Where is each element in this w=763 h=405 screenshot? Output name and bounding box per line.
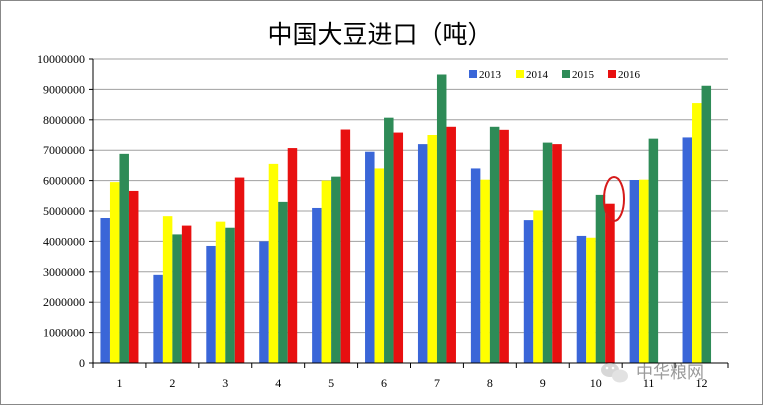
y-tick-label: 8000000	[43, 113, 85, 127]
y-tick-label: 9000000	[43, 82, 85, 96]
y-tick-label: 5000000	[43, 204, 85, 218]
bar-2016-2	[181, 225, 192, 363]
x-tick-label: 7	[434, 376, 440, 390]
bar-2016-10	[605, 203, 615, 363]
bar-2014-12	[692, 103, 702, 363]
x-tick-label: 4	[275, 376, 281, 390]
bar-2013-6	[365, 151, 375, 363]
bar-2016-1	[128, 190, 139, 363]
bar-2014-4	[268, 163, 279, 363]
legend-label-2013: 2013	[479, 69, 502, 81]
bar-2016-4	[287, 148, 298, 363]
wechat-icon	[601, 363, 628, 383]
watermark-text: 中华粮网	[636, 363, 704, 383]
bar-2016-7	[446, 126, 456, 364]
x-tick-label: 6	[381, 376, 387, 390]
bar-2015-10	[595, 194, 606, 363]
bar-2016-9	[552, 144, 562, 363]
chart-title: 中国大豆进口（吨）	[267, 20, 492, 49]
bar-2015-8	[489, 126, 500, 364]
bars	[100, 74, 712, 364]
bar-2016-6	[393, 132, 404, 363]
legend-label-2014: 2014	[526, 69, 549, 81]
bar-2013-1	[100, 217, 110, 363]
bar-2014-6	[374, 168, 385, 363]
bar-2015-7	[436, 74, 447, 363]
bar-2016-5	[340, 129, 351, 363]
bar-2014-8	[480, 179, 490, 363]
y-tick-label: 10000000	[37, 52, 85, 66]
bar-2015-9	[542, 142, 553, 363]
bar-2013-2	[153, 274, 163, 363]
x-tick-label: 2	[169, 376, 175, 390]
bar-2013-10	[576, 235, 587, 363]
x-tick-label: 9	[540, 376, 546, 390]
bar-2014-5	[321, 180, 332, 363]
bar-2014-2	[162, 216, 173, 363]
highlight-circle	[603, 176, 625, 222]
bar-2014-3	[215, 221, 226, 363]
bar-2013-4	[259, 241, 269, 363]
bar-2015-11	[648, 138, 659, 363]
bar-2013-5	[312, 207, 322, 363]
legend-swatch-2015	[562, 70, 570, 78]
y-axis-ticks: 0 1000000 2000000 3000000 4000000 5000000 6000…	[37, 52, 85, 370]
bar-2015-5	[331, 176, 341, 363]
bar-2013-8	[470, 168, 481, 363]
bar-2015-3	[225, 227, 235, 363]
bar-2015-12	[701, 85, 712, 363]
legend-label-2015: 2015	[572, 69, 595, 81]
x-tick-label: 3	[222, 376, 228, 390]
bar-2014-11	[639, 179, 649, 363]
bar-2014-10	[586, 237, 596, 363]
bar-2015-1	[119, 153, 129, 363]
bar-2013-9	[523, 220, 534, 363]
y-tick-label: 0	[79, 356, 85, 370]
bar-2013-11	[629, 179, 640, 363]
bar-2014-1	[109, 182, 120, 363]
bar-2016-8	[499, 129, 509, 363]
bar-2015-2	[172, 234, 182, 363]
gridlines	[93, 58, 728, 334]
bar-2015-6	[384, 117, 394, 363]
x-tick-label: 8	[487, 376, 493, 390]
legend: 2013 2014 2015 2016	[469, 69, 641, 81]
bar-2016-3	[234, 177, 245, 363]
legend-swatch-2016	[608, 70, 616, 78]
y-tick-label: 6000000	[43, 174, 85, 188]
bar-2014-9	[533, 210, 543, 363]
y-tick-label: 3000000	[43, 265, 85, 279]
x-tick-label: 11	[643, 376, 655, 390]
bar-2014-7	[427, 135, 437, 363]
bar-2013-12	[682, 137, 693, 363]
legend-label-2016: 2016	[618, 69, 641, 81]
x-tick-label: 10	[590, 376, 602, 390]
legend-swatch-2013	[469, 70, 477, 78]
x-tick-label: 1	[116, 376, 122, 390]
y-tick-label: 7000000	[43, 143, 85, 157]
y-tick-label: 2000000	[43, 295, 85, 309]
x-tick-label: 12	[696, 376, 708, 390]
x-axis-ticks: 1 2 3 4 5 6 7 8 9 10 11 12	[116, 376, 707, 390]
y-tick-label: 1000000	[43, 326, 85, 340]
bar-2015-4	[278, 201, 288, 363]
y-tick-label: 4000000	[43, 234, 85, 248]
bar-2013-3	[206, 245, 216, 363]
axes	[89, 58, 729, 368]
x-tick-label: 5	[328, 376, 334, 390]
bar-2013-7	[417, 144, 428, 363]
legend-swatch-2014	[516, 70, 524, 78]
watermark: 中华粮网	[601, 363, 704, 383]
